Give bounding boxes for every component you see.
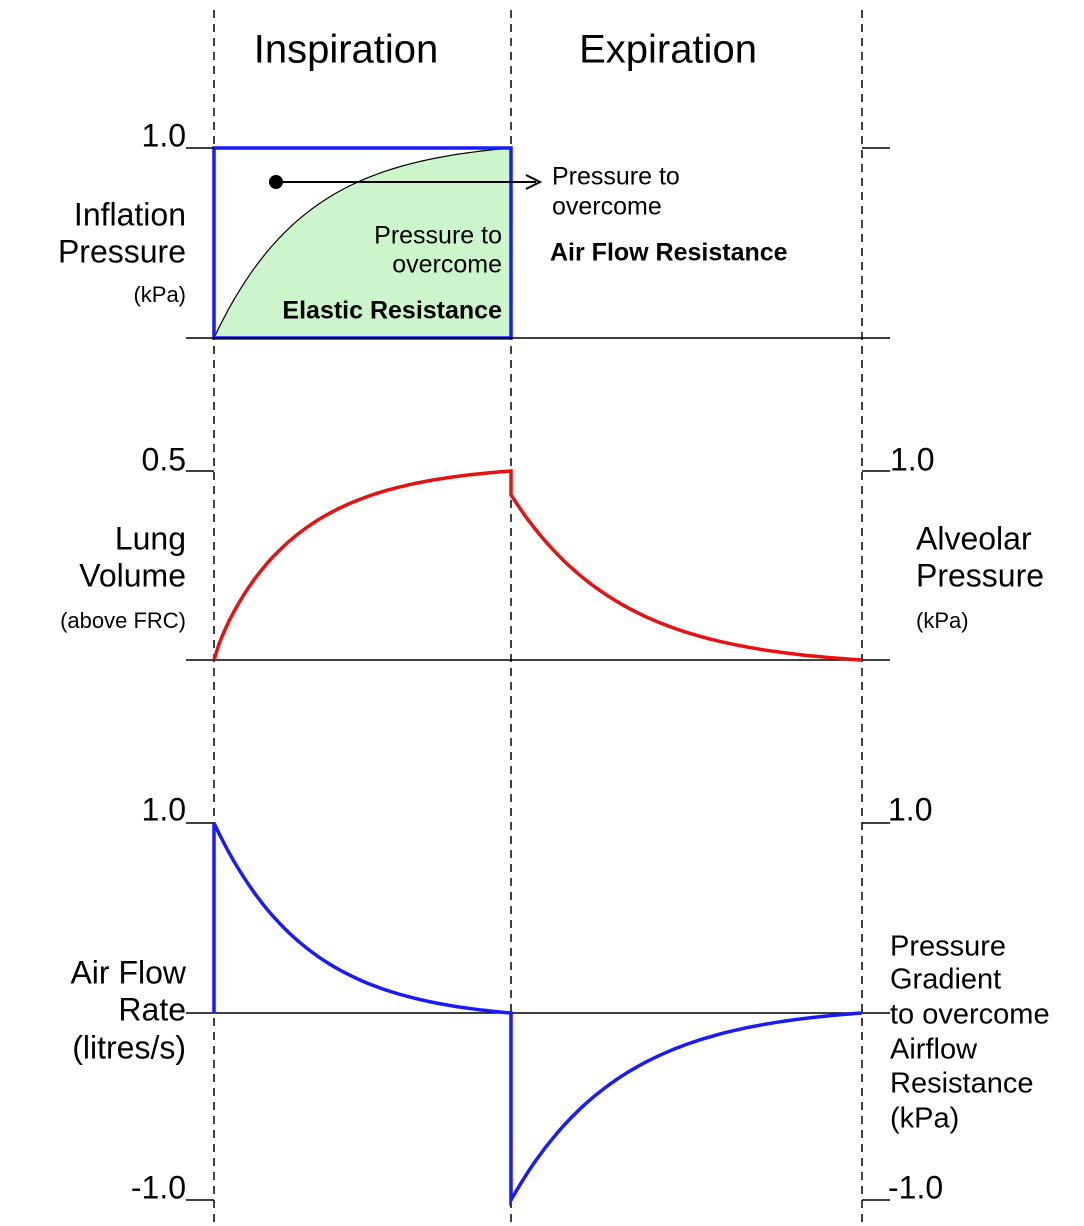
annotation: Elastic Resistance: [282, 297, 502, 325]
axis-label: Lung: [115, 520, 186, 556]
axis-label: Gradient: [890, 964, 1001, 996]
annotation: Pressure to: [552, 163, 680, 191]
arrow-head: [525, 174, 543, 190]
axis-label: Rate: [118, 991, 186, 1027]
tick-label: 0.5: [142, 441, 186, 477]
tick-label: 1.0: [142, 117, 186, 153]
axis-label: (litres/s): [72, 1029, 186, 1065]
tick-label: 1.0: [888, 791, 932, 827]
tick-label: -1.0: [888, 1169, 943, 1205]
axis-label: Air Flow: [70, 954, 186, 990]
axis-label: Volume: [79, 557, 186, 593]
axis-label: Resistance: [890, 1068, 1033, 1100]
axis-label: (above FRC): [60, 608, 186, 633]
axis-label: Pressure: [58, 233, 186, 269]
phase-title: Expiration: [579, 28, 757, 72]
axis-label: (kPa): [890, 1103, 959, 1135]
annotation: Pressure to: [374, 222, 502, 250]
axis-label: Airflow: [890, 1034, 978, 1066]
tick-label: 1.0: [142, 791, 186, 827]
annotation: overcome: [392, 251, 502, 279]
elastic-curve: [213, 147, 512, 339]
annotation: overcome: [552, 193, 662, 221]
axis-label: Pressure: [890, 931, 1006, 963]
flow-curve: [212, 822, 863, 1207]
volume-curve: [212, 469, 863, 662]
phase-dividers: [213, 10, 863, 1226]
axis-label: Pressure: [916, 557, 1044, 593]
tick-label: 1.0: [890, 441, 934, 477]
axis-label: (kPa): [916, 608, 969, 633]
tick-label: -1.0: [131, 1169, 186, 1205]
axis-label: Alveolar: [916, 520, 1032, 556]
axis-label: Inflation: [74, 196, 186, 232]
axis-label: (kPa): [133, 282, 186, 307]
elastic-area: [214, 148, 511, 338]
phase-title: Inspiration: [254, 28, 439, 72]
annotation: Air Flow Resistance: [550, 239, 788, 267]
axis-label: to overcome: [890, 999, 1050, 1031]
